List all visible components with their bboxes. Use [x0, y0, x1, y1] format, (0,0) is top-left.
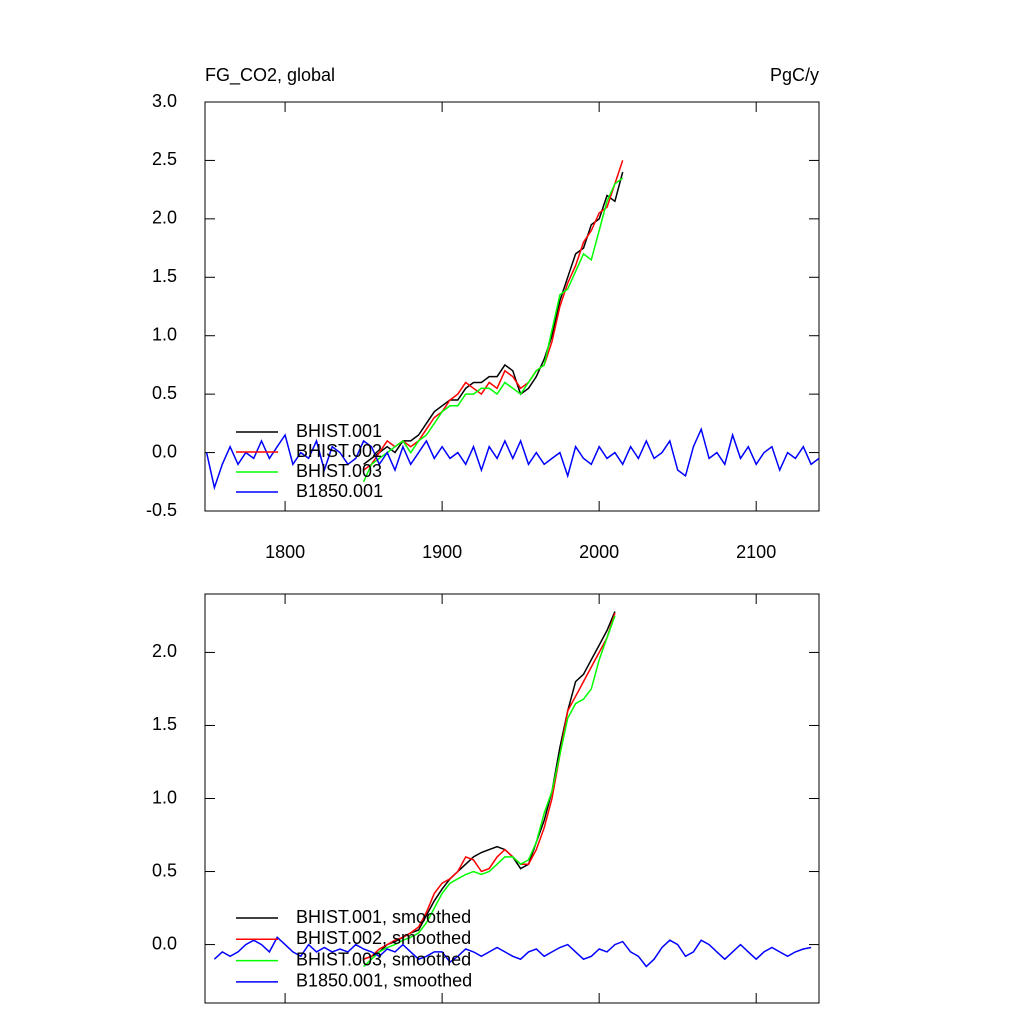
legend-label: BHIST.002 [296, 441, 382, 461]
legend-label: B1850.001, smoothed [296, 971, 472, 991]
series-line [363, 615, 616, 968]
series-line [362, 177, 624, 483]
y-tick-label: 2.0 [152, 208, 177, 228]
y-tick-label: 0.0 [152, 441, 177, 461]
y-tick-label: 0.5 [152, 860, 177, 880]
y-tick-label: 0.0 [152, 933, 177, 953]
chart-title: FG_CO2, global [205, 65, 335, 86]
x-tick-label: 1900 [422, 542, 462, 562]
y-tick-label: -0.5 [146, 500, 177, 520]
legend-label: BHIST.003 [296, 461, 382, 481]
x-tick-label: 1800 [265, 542, 305, 562]
legend-label: B1850.001 [296, 481, 383, 501]
y-tick-label: 3.0 [152, 91, 177, 111]
series-line [213, 936, 812, 968]
series-line [363, 612, 616, 960]
y-tick-label: 1.0 [152, 324, 177, 344]
legend-label: BHIST.003, smoothed [296, 949, 471, 969]
x-tick-label: 2000 [579, 542, 619, 562]
y-tick-label: 1.5 [152, 266, 177, 286]
y-tick-label: 2.0 [152, 641, 177, 661]
units-label: PgC/y [770, 65, 819, 85]
series-line [205, 426, 820, 491]
y-tick-label: 1.0 [152, 787, 177, 807]
legend-label: BHIST.002, smoothed [296, 928, 471, 948]
series-line [363, 171, 624, 465]
legend-label: BHIST.001, smoothed [296, 907, 471, 927]
x-tick-label: 2100 [736, 542, 776, 562]
y-tick-label: 1.5 [152, 714, 177, 734]
plot-frame [204, 101, 820, 512]
series-line [363, 160, 624, 471]
y-tick-label: 2.5 [152, 149, 177, 169]
y-tick-label: 0.5 [152, 383, 177, 403]
legend-label: BHIST.001 [296, 421, 382, 441]
